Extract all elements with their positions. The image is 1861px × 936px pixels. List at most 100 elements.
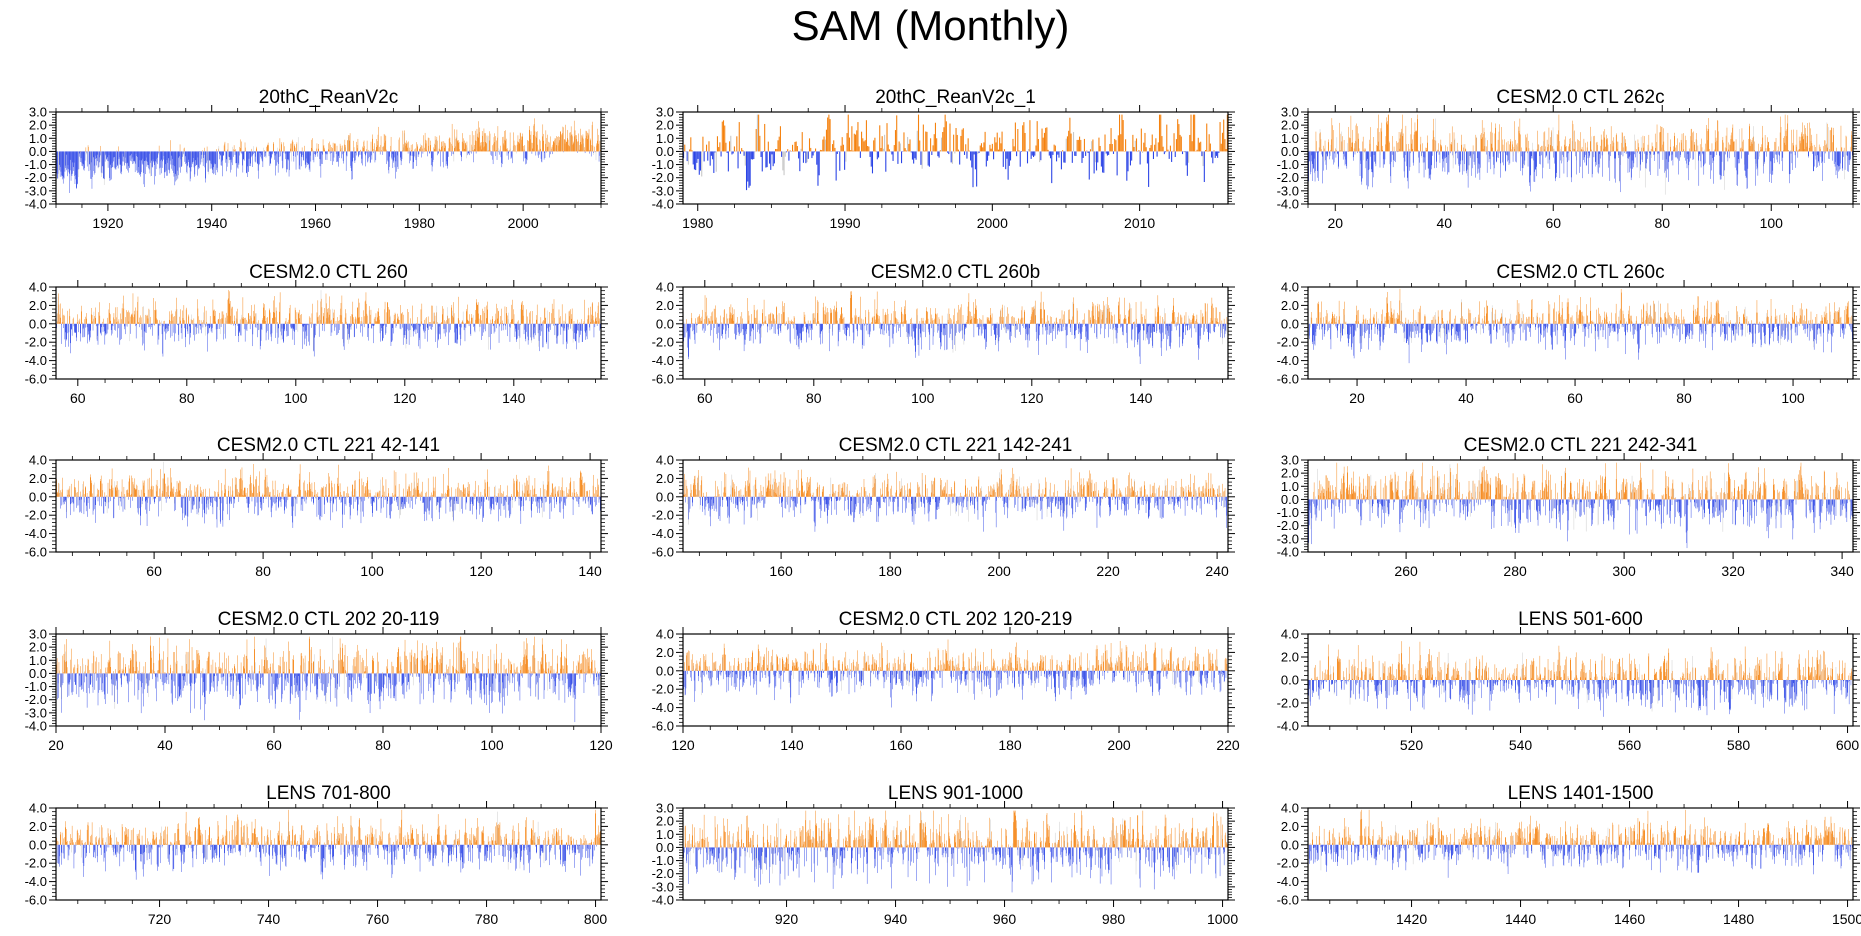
bar [979,145,981,152]
bar [865,120,867,152]
bar [1111,144,1113,152]
bar [847,114,849,152]
bar [823,136,825,152]
bar [1091,141,1093,152]
x-tick-label: 2000 [977,215,1008,231]
bar [1188,151,1190,163]
bar [1180,136,1182,152]
bar [1169,145,1171,152]
bar [886,123,888,152]
bar [1158,114,1161,152]
bar [965,144,967,152]
bar [1056,151,1058,162]
bar [1121,114,1123,152]
bar [1041,128,1043,152]
bar [993,151,995,160]
bar [744,151,746,166]
bar [1184,151,1186,153]
bar [852,150,854,152]
bar [1040,151,1042,161]
bar [892,151,894,161]
bar [778,136,780,152]
bar [802,151,804,163]
bar [1095,151,1098,171]
x-tick-label: 140 [502,390,526,406]
bar [1109,144,1111,152]
bar [1043,132,1045,152]
bar [848,137,851,152]
panel-title: 20thC_ReanV2c [259,87,398,108]
bar [845,151,847,162]
bar [1198,142,1201,152]
bar [693,151,695,170]
bar [1079,136,1081,152]
bar [829,119,831,152]
bar [983,142,985,152]
bar [839,151,841,171]
bar [1008,151,1010,166]
bar [887,144,889,152]
bar [1154,144,1156,152]
bar [1006,151,1008,159]
bar [914,151,916,159]
bar [1226,114,1228,152]
bar [788,151,790,161]
bar [1063,151,1065,163]
bar [994,137,996,152]
bar [1046,127,1048,152]
x-tick-label: 20 [1327,215,1343,231]
bar [1007,151,1009,180]
bar [999,137,1001,152]
bar [874,137,876,152]
y-tick-label: -1.0 [1277,157,1299,172]
bar [863,141,865,152]
bar [748,151,750,188]
bar [1146,151,1148,164]
bar [1076,139,1078,152]
bar [909,139,911,152]
bar [1097,151,1099,163]
bar [1014,122,1016,152]
bar [828,114,830,152]
bar [690,137,692,152]
y-tick-label: 2.0 [29,298,47,313]
bar [714,151,716,153]
bar [1053,144,1055,152]
bar [1166,124,1168,152]
bar [789,150,791,152]
bar [959,151,961,165]
bar [1039,151,1041,163]
bar [1036,121,1038,152]
bar [982,147,984,152]
bar [707,151,709,161]
bar [715,151,717,172]
bar [794,141,796,152]
y-tick-label: 1.0 [1281,131,1299,146]
bar [738,122,740,152]
bar [841,137,843,152]
bar [1051,151,1053,184]
bar [695,151,697,171]
bar [977,151,979,154]
bar [821,150,823,152]
bar [779,126,781,152]
bar [989,144,991,152]
bar [945,121,947,152]
bar [776,149,778,152]
bar [934,122,936,152]
x-tick-label: 1980 [404,215,435,231]
bar [1065,138,1067,152]
bar [1081,151,1083,163]
bar [1066,136,1069,152]
bar [1049,151,1052,159]
bar [827,117,829,152]
bar [836,151,838,154]
bar [1223,119,1225,152]
bar [813,151,815,153]
bar [908,143,910,152]
bar [736,136,738,152]
bar [1125,139,1127,152]
bar [1143,142,1145,152]
y-tick-label: 2.0 [656,118,674,133]
